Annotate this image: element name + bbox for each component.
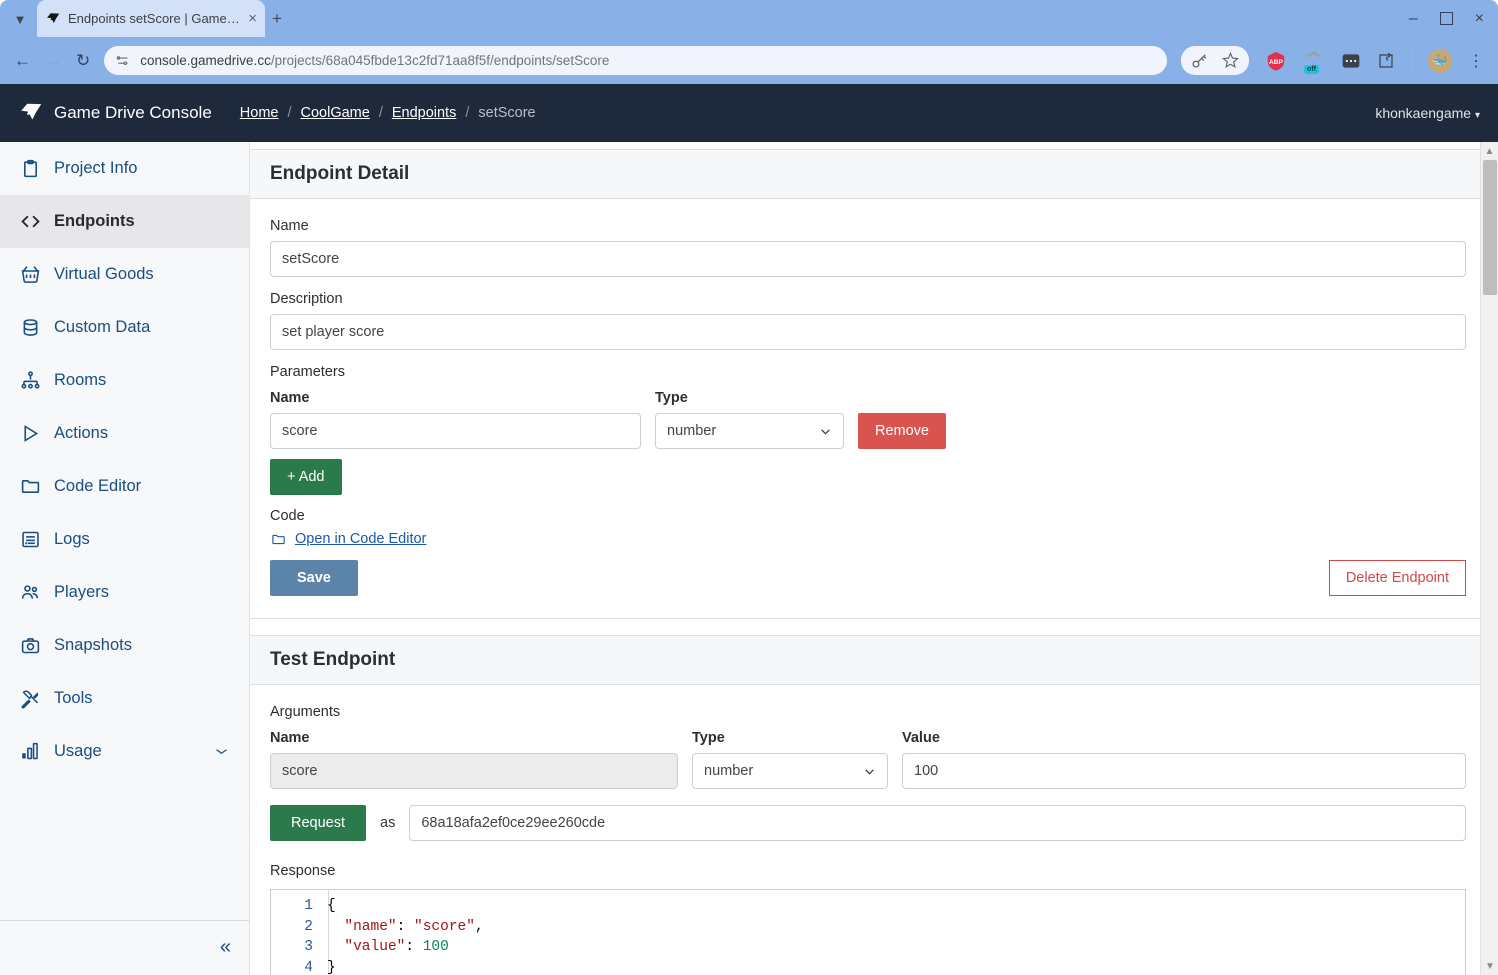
svg-text:ABP: ABP (1269, 58, 1284, 65)
